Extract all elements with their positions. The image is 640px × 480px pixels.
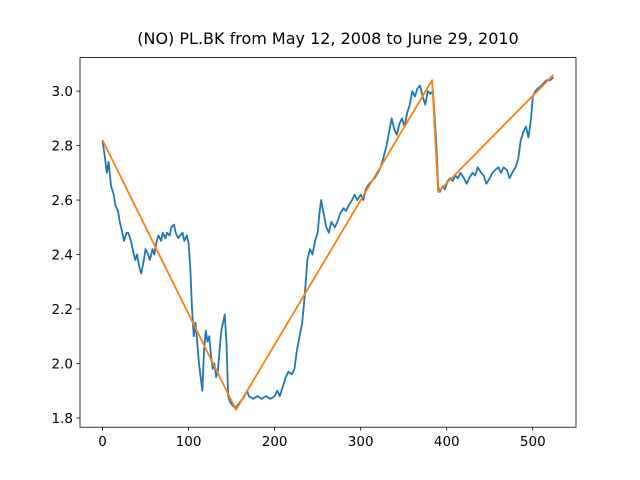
x-tick-label: 500 <box>520 434 546 450</box>
data-line <box>101 74 555 411</box>
y-tick-label: 2.2 <box>52 302 73 318</box>
y-tick-label: 2.4 <box>52 248 73 264</box>
x-tick-label: 400 <box>434 434 460 450</box>
x-tick-label: 0 <box>98 434 107 450</box>
y-tick-label: 3.0 <box>52 84 73 100</box>
data-line <box>101 76 555 408</box>
y-tick-label: 2.0 <box>52 356 73 372</box>
y-tick-label: 2.8 <box>52 139 73 155</box>
x-tick-label: 300 <box>348 434 374 450</box>
x-tick-label: 100 <box>176 434 202 450</box>
x-tick-label: 200 <box>262 434 288 450</box>
y-tick-label: 2.6 <box>52 193 73 209</box>
chart-title: (NO) PL.BK from May 12, 2008 to June 29,… <box>137 29 518 48</box>
axes-frame <box>79 57 577 428</box>
y-tick-label: 1.8 <box>52 411 73 427</box>
plot-area <box>101 74 555 411</box>
